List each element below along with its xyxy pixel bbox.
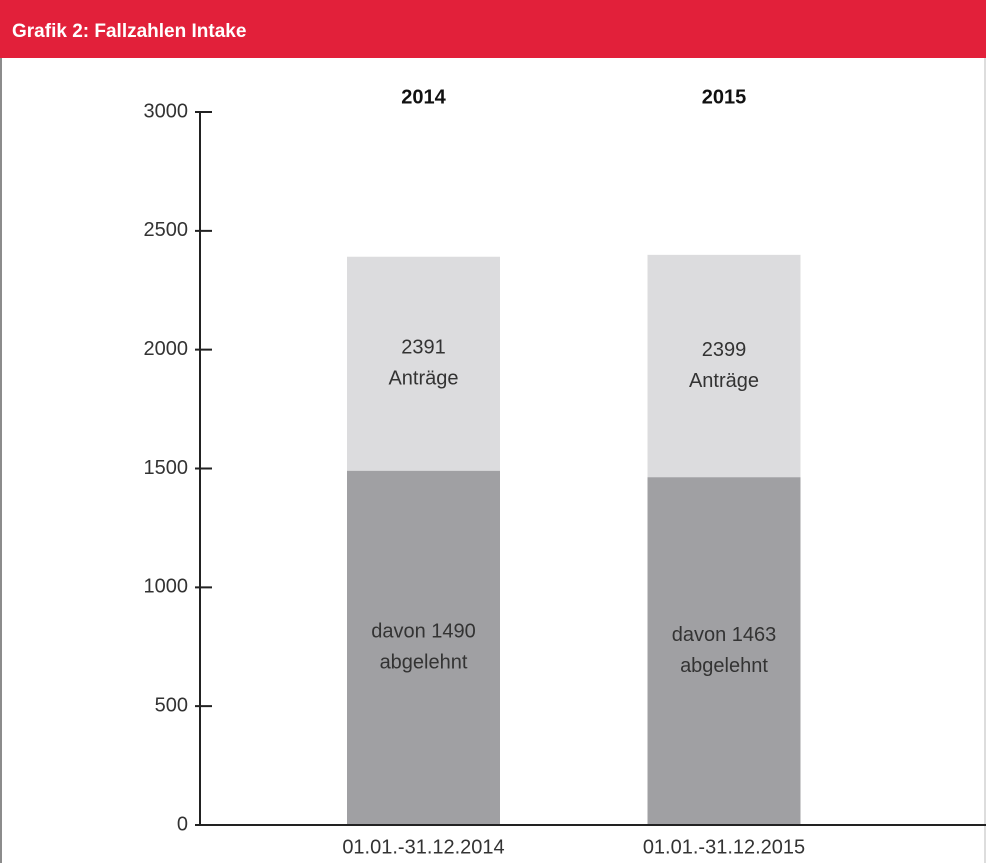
y-tick-label: 0 [177, 813, 188, 835]
chart-title: Grafik 2: Fallzahlen Intake [12, 21, 246, 42]
x-tick-label: 01.01.-31.12.2014 [342, 836, 504, 858]
data-label: 2399 [702, 339, 747, 361]
data-label: abgelehnt [380, 652, 468, 674]
y-tick-label: 500 [155, 694, 188, 716]
column-header: 2014 [401, 86, 446, 108]
y-tick-label: 2000 [144, 338, 189, 360]
y-tick-label: 2500 [144, 219, 189, 241]
title-bar [0, 0, 986, 58]
data-label: abgelehnt [680, 655, 768, 677]
y-tick-label: 1000 [144, 576, 189, 598]
data-label: davon 1463 [672, 624, 777, 646]
y-tick-label: 3000 [144, 100, 189, 122]
bar [647, 477, 801, 825]
column-header: 2015 [702, 86, 747, 108]
data-label: Anträge [388, 368, 458, 390]
data-label: davon 1490 [371, 621, 476, 643]
y-tick-label: 1500 [144, 457, 189, 479]
data-label: Anträge [689, 370, 759, 392]
x-tick-label: 01.01.-31.12.2015 [643, 836, 805, 858]
data-label: 2391 [401, 337, 446, 359]
bar [347, 470, 500, 825]
